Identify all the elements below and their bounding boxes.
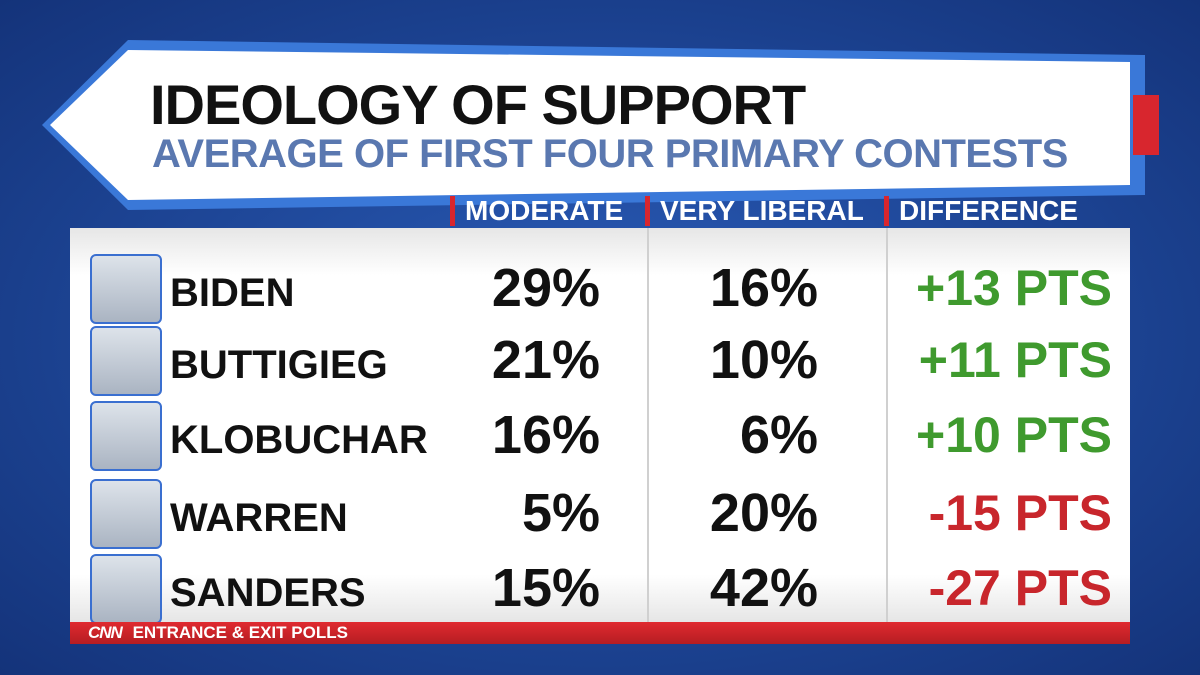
banner [50,50,1130,200]
candidate-name: BUTTIGIEG [170,343,388,387]
column-header: VERY LIBERAL [645,196,864,226]
candidate-name: WARREN [170,496,348,540]
photo [90,554,162,624]
very-liberal-value: 6% [739,405,818,465]
photo [90,254,162,324]
very-liberal-value: 42% [709,558,818,618]
table-panel [70,228,1130,622]
candidate-name: BIDEN [170,271,295,315]
moderate-value: 5% [521,483,600,543]
difference-value: +11 PTS [918,332,1112,388]
very-liberal-value: 10% [709,330,818,390]
red-tab [1133,95,1159,155]
very-liberal-value: 16% [709,258,818,318]
moderate-value: 16% [491,405,600,465]
difference-value: -27 PTS [928,560,1112,616]
column-separator [647,228,649,622]
photo [90,479,162,549]
difference-value: -15 PTS [928,485,1112,541]
moderate-value: 29% [491,258,600,318]
difference-value: +13 PTS [916,260,1112,316]
logo: CNN [88,623,123,642]
column-header: DIFFERENCE [884,196,1078,226]
photo [90,326,162,396]
footer-text: ENTRANCE & EXIT POLLS [132,623,348,642]
column-header: MODERATE [450,196,623,226]
moderate-value: 21% [491,330,600,390]
difference-value: +10 PTS [916,407,1112,463]
candidate-name: KLOBUCHAR [170,418,428,462]
very-liberal-value: 20% [709,483,818,543]
subtitle: AVERAGE OF FIRST FOUR PRIMARY CONTESTS [152,132,1068,176]
footer-bar: CNN ENTRANCE & EXIT POLLS [70,622,1130,644]
title: IDEOLOGY OF SUPPORT [150,73,806,136]
moderate-value: 15% [491,558,600,618]
candidate-name: SANDERS [170,571,366,615]
column-separator [886,228,888,622]
photo [90,401,162,471]
